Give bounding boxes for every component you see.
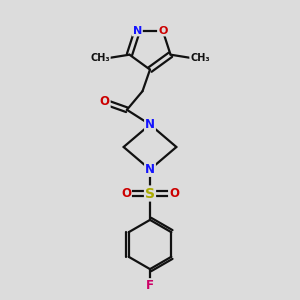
Text: N: N <box>145 118 155 131</box>
Text: N: N <box>145 163 155 176</box>
Text: O: O <box>158 26 167 35</box>
Text: F: F <box>146 279 154 292</box>
Text: S: S <box>145 187 155 200</box>
Text: O: O <box>169 187 179 200</box>
Text: O: O <box>121 187 131 200</box>
Text: O: O <box>100 95 110 109</box>
Text: N: N <box>133 26 142 35</box>
Text: CH₃: CH₃ <box>90 53 110 63</box>
Text: CH₃: CH₃ <box>190 53 210 63</box>
